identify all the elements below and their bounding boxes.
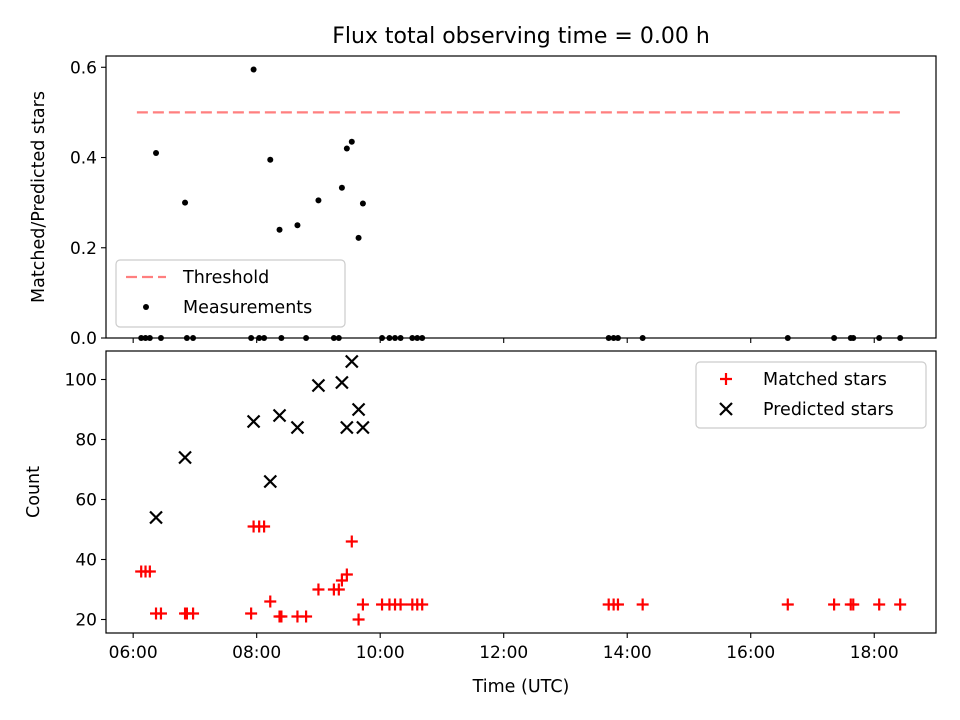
ratio-plot-frame (105, 55, 937, 339)
legend-predicted-label: Predicted stars (763, 400, 894, 420)
measurement-point (315, 197, 322, 204)
predicted-stars-point (311, 378, 326, 393)
matched-stars-point (154, 607, 167, 620)
matched-stars-point (258, 520, 271, 533)
measurement-point (267, 156, 274, 163)
count-legend-box (695, 361, 927, 429)
y-tick-label: 0.6 (70, 58, 97, 78)
measurement-point (355, 234, 362, 241)
matched-stars-point (143, 565, 156, 578)
y-tick-label: 20 (75, 611, 97, 631)
measurement-point (182, 199, 189, 206)
ratio-plot-marks (136, 66, 904, 341)
predicted-stars-point (335, 375, 349, 390)
predicted-stars-point (272, 408, 287, 423)
ratio-y-axis: 0.0 0.2 0.4 0.6 (70, 58, 106, 349)
predicted-stars-point (351, 402, 366, 417)
measurement-point (348, 138, 355, 145)
count-legend: Matched stars Predicted stars (695, 361, 927, 429)
matched-stars-point (394, 598, 407, 611)
matched-stars-point (356, 598, 369, 611)
count-plot-frame (105, 350, 937, 634)
matched-stars-point (894, 598, 907, 611)
ratio-panel: 0.0 0.2 0.4 0.6 Matched/Predicted stars Thr… (29, 55, 937, 349)
y-tick-label: 0.4 (70, 149, 97, 169)
y-tick-label: 80 (75, 431, 97, 451)
predicted-stars-point (246, 414, 261, 429)
matched-stars-point (312, 583, 325, 596)
matched-stars-point (352, 613, 365, 626)
matched-stars-point (416, 598, 429, 611)
measurement-point (294, 222, 301, 229)
x-tick-label: 14:00 (603, 643, 652, 663)
matched-stars-point (332, 583, 345, 596)
predicted-stars-point (149, 510, 163, 525)
count-y-label: Count (24, 466, 44, 518)
y-tick-label: 40 (75, 551, 97, 571)
count-y-axis: 20 40 60 80 100 (65, 371, 106, 631)
x-tick-label: 10:00 (356, 643, 405, 663)
legend-matched-label: Matched stars (763, 370, 887, 390)
ratio-legend: Threshold Measurements (115, 259, 346, 328)
measurement-point (343, 145, 350, 152)
y-tick-label: 0.0 (70, 329, 97, 349)
matched-stars-point (847, 598, 860, 611)
legend-measurements-swatch (143, 304, 149, 310)
matched-stars-point (345, 535, 358, 548)
matched-stars-point (636, 598, 649, 611)
ratio-y-label: Matched/Predicted stars (29, 91, 49, 303)
y-tick-label: 0.2 (70, 239, 97, 259)
predicted-stars-point (178, 450, 192, 465)
matched-stars-point (245, 607, 258, 620)
predicted-stars-point (345, 354, 359, 369)
legend-threshold-label: Threshold (182, 268, 269, 288)
y-tick-label: 100 (65, 371, 97, 391)
predicted-stars-point (356, 420, 370, 435)
x-tick-label: 16:00 (726, 643, 775, 663)
matched-stars-point (264, 595, 277, 608)
measurement-point (250, 66, 257, 73)
predicted-stars-point (263, 474, 278, 489)
predicted-stars-point (290, 420, 305, 435)
legend-predicted-swatch (719, 402, 733, 416)
x-tick-label: 12:00 (479, 643, 528, 663)
predicted-stars-point (340, 420, 354, 435)
matched-stars-point (781, 598, 794, 611)
x-tick-label: 06:00 (109, 643, 158, 663)
measurement-point (153, 150, 160, 157)
count-panel: 20 40 60 80 100 06:00 08:00 10:00 12:00 14:00 16:… (24, 350, 937, 697)
legend-measurements-label: Measurements (183, 298, 312, 318)
matched-stars-point (828, 598, 841, 611)
matched-stars-point (300, 610, 313, 623)
ratio-x-ticks (132, 338, 875, 343)
ratio-legend-box (115, 259, 346, 328)
matched-stars-point (340, 568, 353, 581)
matched-stars-point (611, 598, 624, 611)
x-tick-label: 18:00 (850, 643, 899, 663)
measurement-point (359, 200, 366, 207)
count-x-axis: 06:00 08:00 10:00 12:00 14:00 16:00 18:00 (109, 633, 899, 663)
count-plot-marks (135, 354, 907, 626)
x-tick-label: 08:00 (232, 643, 281, 663)
matched-stars-point (275, 610, 288, 623)
measurement-point (338, 184, 345, 191)
matched-stars-point (873, 598, 886, 611)
legend-matched-swatch (720, 373, 732, 385)
x-axis-label: Time (UTC) (472, 677, 570, 697)
y-tick-label: 60 (75, 491, 97, 511)
figure-title: Flux total observing time = 0.00 h (332, 24, 710, 49)
matched-stars-point (187, 607, 200, 620)
measurement-point (276, 226, 283, 233)
